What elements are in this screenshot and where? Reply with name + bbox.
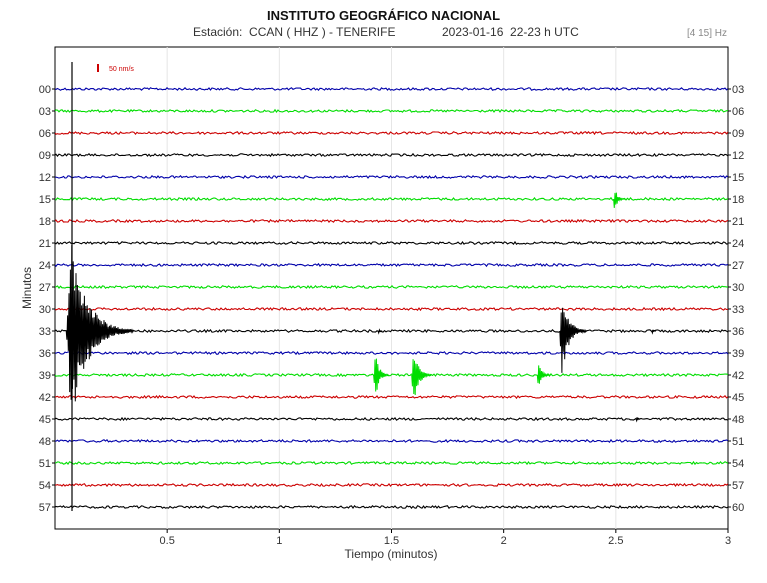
row-label-right: 06 [732,106,744,118]
trace-row-09 [54,152,729,158]
row-label-right: 48 [732,414,744,426]
row-label-right: 42 [732,370,744,382]
frequency-band-label: [4 15] Hz [686,28,727,39]
trace-row-42 [54,394,729,400]
row-label-left: 03 [39,106,51,118]
trace-row-57 [54,504,729,510]
row-label-right: 27 [732,260,744,272]
events [65,192,656,423]
row-label-left: 36 [39,348,51,360]
seismic-event [411,359,432,396]
x-tick-label: 1.5 [384,535,399,547]
row-label-right: 57 [732,480,744,492]
row-label-right: 36 [732,326,744,338]
trace-row-03 [54,108,729,114]
seismic-event [377,328,383,335]
row-label-left: 06 [39,128,51,140]
row-label-right: 18 [732,194,744,206]
row-label-right: 54 [732,458,744,470]
row-label-right: 21 [732,216,744,228]
traces [54,87,729,510]
row-label-left: 33 [39,326,51,338]
trace-row-12 [54,174,729,179]
row-label-left: 42 [39,392,51,404]
station-label: Estación: CCAN ( HHZ ) - TENERIFE [193,25,396,39]
x-tick-label: 1 [276,535,282,547]
trace-row-51 [54,460,729,466]
trace-row-06 [54,130,729,136]
row-label-right: 09 [732,128,744,140]
scale-bar [97,64,99,72]
seismic-event [559,307,587,373]
chart-title: INSTITUTO GEOGRÁFICO NACIONAL [266,8,501,23]
x-tick-label: 0.5 [160,535,175,547]
x-tick-label: 2.5 [608,535,623,547]
trace-row-18 [54,218,729,224]
row-label-left: 12 [39,172,51,184]
row-label-left: 24 [39,260,51,272]
row-label-left: 27 [39,282,51,294]
row-labels: 00 03 03 06 06 09 09 12 12 15 15 18 18 21 21 24 24 27 27 30… [39,84,745,514]
row-label-left: 54 [39,480,51,492]
seismic-event [536,365,551,384]
row-label-right: 12 [732,150,744,162]
row-label-left: 48 [39,436,51,448]
row-label-left: 15 [39,194,51,206]
row-label-left: 45 [39,414,51,426]
trace-row-00 [54,87,729,92]
x-axis-ticks: 0.5 1 1.5 2 2.5 3 [160,529,731,547]
seismic-event [373,358,390,392]
trace-row-21 [54,240,729,246]
date-label: 2023-01-16 22-23 h UTC [442,25,579,39]
x-tick-label: 2 [501,535,507,547]
row-label-left: 30 [39,304,51,316]
trace-row-48 [54,438,729,443]
row-label-right: 03 [732,84,744,96]
seismic-event [613,192,626,208]
trace-row-33 [54,328,729,334]
row-label-right: 51 [732,436,744,448]
row-label-right: 24 [732,238,744,250]
row-label-left: 09 [39,150,51,162]
row-label-right: 15 [732,172,744,184]
trace-row-27 [54,284,729,290]
row-label-left: 21 [39,238,51,250]
row-label-left: 51 [39,458,51,470]
row-label-right: 45 [732,392,744,404]
trace-row-36 [54,350,729,356]
seismic-event [651,329,656,335]
row-label-left: 39 [39,370,51,382]
amplitude-scale: 50 nm/s [97,64,134,73]
trace-row-39 [54,372,729,378]
trace-row-54 [54,482,729,488]
row-label-right: 30 [732,282,744,294]
seismic-event [65,245,134,402]
trace-row-45 [54,416,729,422]
row-label-right: 60 [732,502,744,514]
grid-lines [166,47,617,529]
row-label-right: 33 [732,304,744,316]
y-axis-label: Minutos [20,267,34,309]
x-axis-label: Tiempo (minutos) [345,547,438,561]
row-label-left: 57 [39,502,51,514]
scale-label: 50 nm/s [109,66,134,73]
x-tick-label: 3 [725,535,731,547]
trace-row-24 [54,262,729,268]
row-label-left: 18 [39,216,51,228]
row-label-left: 00 [39,84,51,96]
seismic-event [635,417,641,423]
row-label-right: 39 [732,348,744,360]
trace-row-30 [54,306,729,312]
